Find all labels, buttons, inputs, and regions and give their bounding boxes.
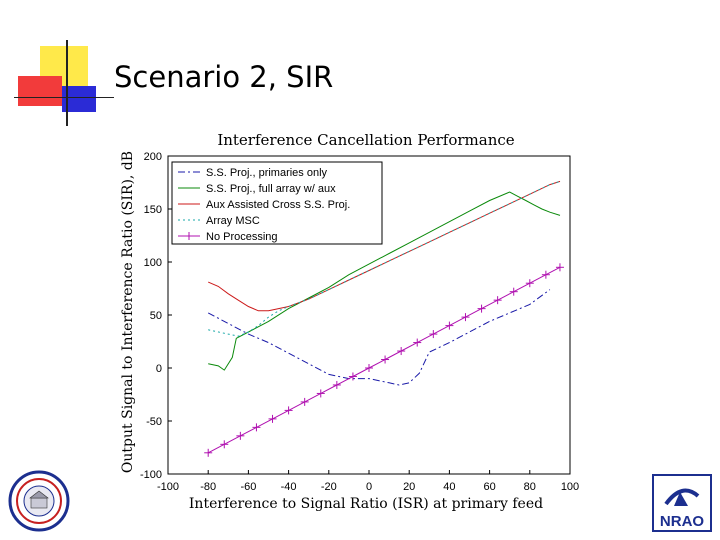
x-tick-label: -60 bbox=[240, 481, 256, 493]
y-tick-label: 200 bbox=[144, 151, 162, 163]
series-markers-5 bbox=[204, 263, 564, 457]
chart-ylabel: Output Signal to Interference Ratio (SIR… bbox=[120, 151, 136, 473]
x-tick-label: -40 bbox=[281, 481, 297, 493]
series-line-1 bbox=[207, 289, 551, 386]
y-tick-label: 0 bbox=[156, 363, 162, 375]
legend-label-2: S.S. Proj., full array w/ aux bbox=[206, 183, 336, 195]
x-tick-label: -100 bbox=[157, 481, 179, 493]
chart-xlabel: Interference to Signal Ratio (ISR) at pr… bbox=[189, 496, 543, 512]
legend-label-3: Aux Assisted Cross S.S. Proj. bbox=[206, 199, 350, 211]
series-line-2 bbox=[208, 191, 561, 371]
x-tick-label: 20 bbox=[403, 481, 415, 493]
y-tick-label: 50 bbox=[150, 310, 162, 322]
y-tick-label: -100 bbox=[140, 469, 162, 481]
nrao-logo-icon: NRAO bbox=[652, 474, 712, 532]
x-tick-label: 40 bbox=[443, 481, 455, 493]
deco-vertical-line bbox=[66, 40, 68, 126]
x-tick-label: 0 bbox=[366, 481, 372, 493]
series-line-4 bbox=[208, 180, 561, 337]
slide-title: Scenario 2, SIR bbox=[114, 60, 334, 94]
legend-box bbox=[171, 161, 383, 245]
legend: S.S. Proj., primaries only S.S. Proj., fu… bbox=[171, 161, 383, 245]
deco-horizontal-line bbox=[14, 97, 114, 98]
x-tick-label: 100 bbox=[561, 481, 579, 493]
university-seal-icon bbox=[8, 470, 70, 532]
x-tick-label: 60 bbox=[483, 481, 495, 493]
x-tick-label: -20 bbox=[321, 481, 337, 493]
nrao-logo-text: NRAO bbox=[660, 513, 704, 530]
x-tick-label: 80 bbox=[524, 481, 536, 493]
axis-ticks: -100 -80 -60 -40 -20 0 20 40 60 80 100 -100 -50 0 50 10… bbox=[140, 151, 579, 493]
legend-label-1: S.S. Proj., primaries only bbox=[206, 167, 328, 179]
y-tick-label: -50 bbox=[146, 416, 162, 428]
deco-red-square bbox=[18, 76, 62, 106]
y-tick-label: 100 bbox=[144, 257, 162, 269]
x-tick-label: -80 bbox=[200, 481, 216, 493]
legend-label-4: Array MSC bbox=[206, 215, 260, 227]
series-layer bbox=[204, 180, 564, 457]
legend-label-5: No Processing bbox=[206, 231, 278, 243]
y-tick-label: 150 bbox=[144, 204, 162, 216]
chart-title: Interference Cancellation Performance bbox=[217, 131, 514, 149]
